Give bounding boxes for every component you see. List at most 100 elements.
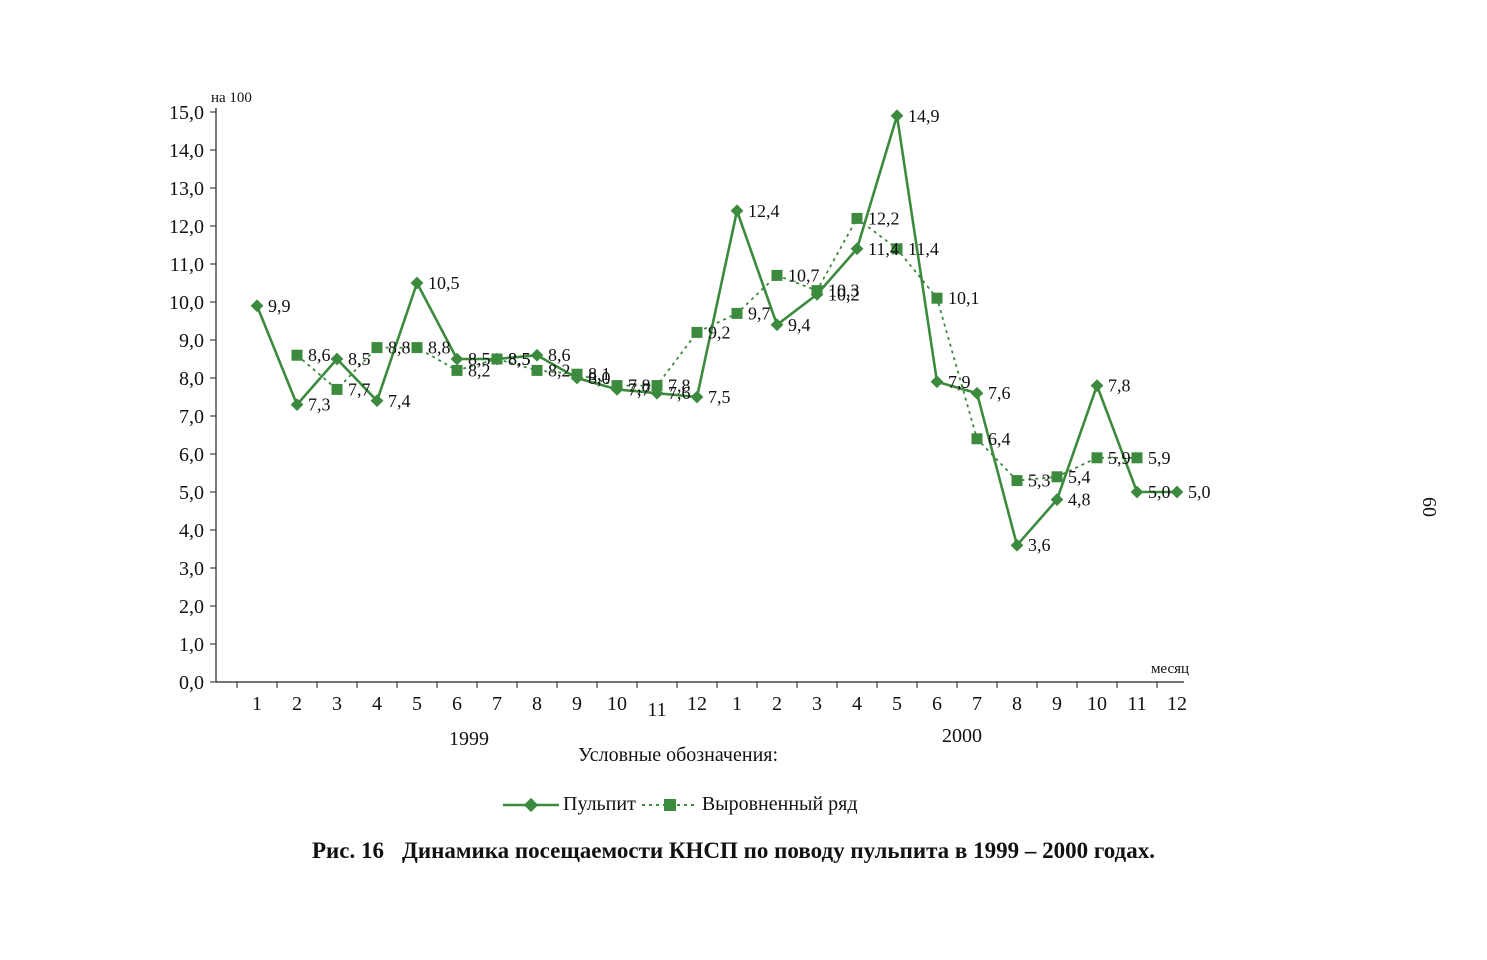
legend-swatch-pulpit	[503, 797, 559, 813]
y-tick-label: 4,0	[179, 520, 204, 542]
point-pulpit	[250, 299, 264, 313]
y-tick-label: 6,0	[179, 444, 204, 466]
point-trend	[1011, 475, 1023, 487]
point-trend	[851, 212, 863, 224]
data-label-trend: 5,4	[1068, 467, 1091, 487]
data-label-pulpit: 8,5	[508, 349, 531, 369]
x-tick-label: 11	[1127, 693, 1146, 715]
point-trend	[531, 364, 543, 376]
x-tick-label: 7	[492, 693, 502, 715]
point-trend	[411, 342, 423, 354]
x-tick-label: 5	[412, 693, 422, 715]
x-tick-label: 8	[1012, 693, 1022, 715]
point-trend	[691, 326, 703, 338]
x-tick-label: 12	[1167, 693, 1187, 715]
legend-caption: Условные обозначения:	[578, 744, 779, 766]
x-tick-label: 3	[812, 693, 822, 715]
data-label-pulpit: 9,4	[788, 315, 811, 335]
x-axis-label: месяц	[1151, 661, 1189, 677]
point-pulpit	[330, 352, 344, 366]
point-pulpit	[290, 398, 304, 411]
y-tick-label: 2,0	[179, 596, 204, 618]
data-label-pulpit: 11,4	[868, 239, 899, 259]
y-tick-label: 3,0	[179, 558, 204, 580]
x-tick-label: 4	[852, 693, 862, 715]
chart-axes: 0,01,02,03,04,05,06,07,08,09,010,011,012…	[169, 90, 1189, 750]
point-trend	[371, 342, 383, 354]
point-pulpit	[370, 394, 384, 408]
point-trend	[931, 292, 943, 304]
point-trend	[1051, 471, 1063, 483]
data-label-pulpit: 5,0	[1148, 482, 1171, 502]
data-label-pulpit: 12,4	[748, 201, 780, 221]
figure-title: Динамика посещаемости КНСП по поводу пул…	[402, 838, 1155, 863]
data-label-trend: 8,5	[508, 349, 531, 369]
data-label-pulpit: 8,5	[468, 349, 491, 369]
x-tick-label: 2	[772, 693, 782, 715]
point-trend	[291, 349, 303, 361]
y-tick-label: 7,0	[179, 406, 204, 428]
page-number: 60	[1418, 497, 1440, 517]
point-trend	[971, 433, 983, 445]
series-line-trend	[296, 217, 1137, 482]
data-label-pulpit: 14,9	[908, 106, 940, 126]
x-tick-label: 5	[892, 693, 902, 715]
point-pulpit	[1130, 485, 1144, 499]
data-label-trend: 11,4	[908, 239, 939, 259]
point-pulpit	[970, 386, 984, 400]
data-label-pulpit: 7,6	[988, 383, 1011, 403]
point-pulpit	[1090, 379, 1104, 392]
legend-label-pulpit: Пульпит	[563, 793, 636, 815]
point-trend	[891, 243, 903, 255]
y-tick-label: 15,0	[169, 102, 204, 124]
point-trend	[451, 364, 463, 376]
figure-caption: Рис. 16 Динамика посещаемости КНСП по пов…	[312, 838, 1155, 864]
data-label-trend: 6,4	[988, 429, 1011, 449]
data-label-trend: 8,8	[388, 338, 411, 358]
x-tick-label: 10	[607, 693, 627, 715]
point-trend	[491, 353, 503, 365]
data-label-trend: 5,9	[1108, 448, 1131, 468]
y-axis-label: на 100	[211, 90, 252, 106]
data-label-pulpit: 7,6	[668, 383, 691, 403]
point-trend	[731, 307, 743, 319]
x-tick-label: 1	[252, 693, 262, 715]
point-pulpit	[1170, 485, 1184, 499]
legend-swatch-trend	[641, 797, 698, 813]
y-tick-label: 11,0	[170, 254, 204, 276]
x-tick-label: 6	[932, 693, 942, 715]
y-tick-label: 0,0	[179, 672, 204, 694]
x-tick-label: 1	[732, 693, 742, 715]
data-label-trend: 10,7	[788, 265, 820, 285]
y-tick-label: 1,0	[179, 634, 204, 656]
series-line-pulpit	[255, 114, 1177, 547]
point-trend	[1131, 452, 1143, 464]
point-pulpit	[410, 276, 424, 290]
data-label-trend: 7,8	[628, 376, 651, 396]
data-label-trend: 8,2	[548, 360, 571, 380]
point-pulpit	[730, 204, 744, 218]
x-tick-label: 9	[572, 693, 582, 715]
data-label-pulpit: 4,8	[1068, 490, 1091, 510]
data-label-pulpit: 7,3	[308, 395, 331, 415]
legend-label-trend: Выровненный ряд	[701, 793, 858, 815]
chart-data-labels: 9,9 7,3 8,5 7,4 10,5 8,5 8,5 8,6 8,0 7,7 7,6 7,5 12,…	[268, 106, 1211, 555]
data-label-pulpit: 8,5	[348, 349, 371, 369]
y-tick-label: 9,0	[179, 330, 204, 352]
data-label-pulpit: 5,0	[1188, 482, 1211, 502]
data-label-pulpit: 7,9	[948, 372, 971, 392]
data-label-trend: 12,2	[868, 208, 900, 228]
x-tick-label: 4	[372, 693, 382, 715]
data-label-pulpit: 8,0	[588, 368, 611, 388]
data-label-trend: 5,9	[1148, 448, 1171, 468]
data-label-trend: 8,2	[468, 360, 491, 380]
data-label-trend: 9,7	[748, 303, 771, 323]
year-label: 1999	[449, 728, 489, 750]
data-label-trend: 7,8	[668, 376, 691, 396]
y-tick-label: 12,0	[169, 216, 204, 238]
y-tick-label: 8,0	[179, 368, 204, 390]
data-label-trend: 8,1	[588, 364, 611, 384]
point-pulpit	[890, 109, 904, 123]
data-label-trend: 9,2	[708, 322, 731, 342]
